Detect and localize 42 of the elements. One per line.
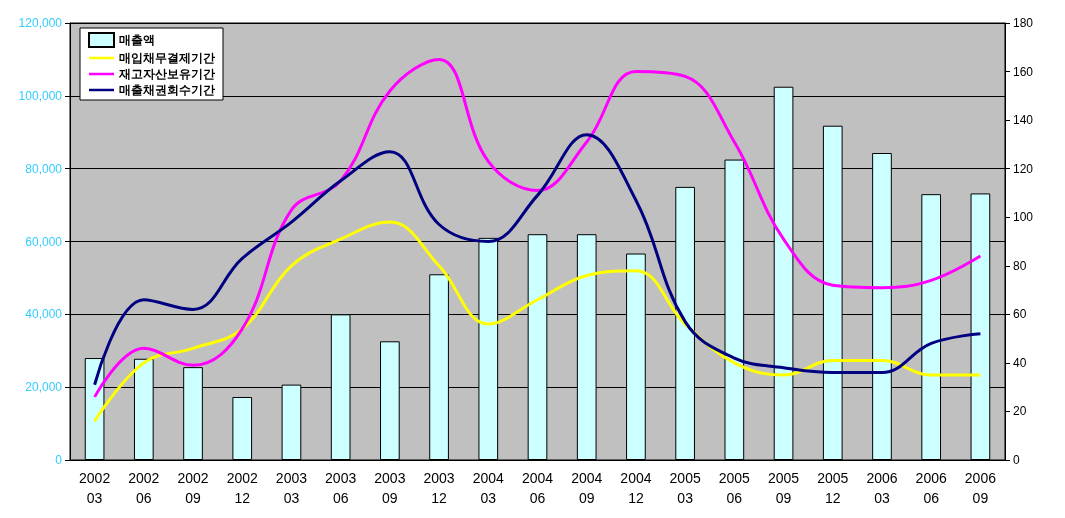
y-tick-label: 0	[55, 453, 63, 467]
x-tick-label: 2003 03	[275, 470, 308, 506]
y-tick-label: 20,000	[25, 380, 63, 395]
x-tick-label: 2002 09	[177, 470, 209, 506]
x-tick-label: 2004 03	[472, 470, 505, 506]
x-tick-label: 2006 03	[866, 470, 898, 506]
x-tick-label: 2003 06	[325, 470, 357, 506]
y-tick-label: 120,000	[18, 16, 63, 30]
x-tick-label: 2003 12	[423, 470, 455, 506]
y2-tick-label: 100	[1013, 210, 1034, 225]
y-tick-label: 100,000	[18, 88, 63, 103]
y2-tick-label: 20	[1013, 404, 1027, 419]
legend-label: 재고자산보유기간	[118, 67, 215, 81]
y2-tick-label: 60	[1013, 307, 1027, 322]
x-tick-label: 2003 09	[374, 470, 406, 506]
x-tick-label: 2006 09	[964, 470, 997, 506]
x-tick-label: 2006 06	[915, 470, 947, 506]
x-tick-label: 2002 03	[79, 470, 111, 506]
y2-tick-label: 0	[1013, 453, 1020, 467]
x-tick-label: 2004 06	[521, 470, 554, 506]
y2-tick-label: 140	[1013, 113, 1034, 128]
y2-tick-label: 40	[1013, 355, 1027, 370]
x-tick-label: 2005 12	[817, 470, 849, 506]
x-tick-label: 2005 09	[767, 470, 800, 506]
x-tick-label: 2005 06	[718, 470, 751, 506]
x-tick-label: 2002 06	[128, 470, 160, 506]
y-tick-label: 40,000	[25, 307, 63, 322]
y2-tick-label: 180	[1013, 16, 1034, 30]
y2-tick-label: 120	[1013, 161, 1034, 176]
x-tick-label: 2004 12	[620, 470, 652, 506]
line-series	[93, 220, 982, 423]
legend-label: 매입채무결제기간	[119, 51, 215, 65]
y2-tick-label: 160	[1013, 64, 1034, 79]
line-series	[93, 133, 982, 387]
legend-label: 매출액	[119, 33, 155, 47]
x-tick-label: 2005 03	[669, 470, 701, 506]
x-tick-label: 2002 12	[226, 470, 259, 506]
y-tick-label: 60,000	[25, 234, 63, 249]
x-tick-label: 2004 09	[571, 470, 603, 506]
y2-tick-label: 80	[1013, 258, 1027, 273]
y-tick-label: 80,000	[25, 161, 63, 176]
legend-label: 매출채권회수기간	[119, 83, 215, 97]
